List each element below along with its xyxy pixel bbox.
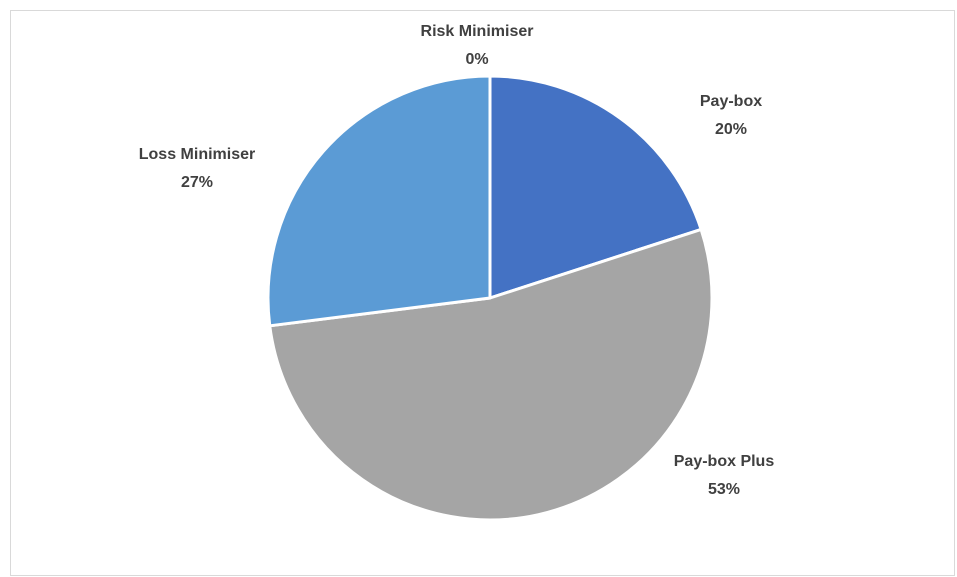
data-label-pay-box-plus-name: Pay-box Plus: [674, 453, 775, 470]
data-label-risk-minimiser-value: 0%: [465, 51, 488, 68]
data-label-pay-box-plus-value: 53%: [708, 481, 740, 498]
pie-slice-pay-box-plus: [268, 227, 714, 522]
data-label-loss-minimiser-name: Loss Minimiser: [139, 146, 255, 163]
chart-frame: Pay-box 20% Pay-box Plus 53% Loss Minimiser 2…: [10, 10, 955, 576]
clipped-header-strip: [0, 0, 957, 10]
pie-slice-loss-minimiser: [266, 74, 492, 328]
data-label-loss-minimiser-value: 27%: [181, 174, 213, 191]
pie-slice-pay-box: [488, 74, 703, 300]
pie-chart: Pay-box 20% Pay-box Plus 53% Loss Minimiser 2…: [139, 23, 775, 522]
data-label-risk-minimiser-name: Risk Minimiser: [421, 23, 534, 40]
data-label-pay-box-value: 20%: [715, 121, 747, 138]
data-label-pay-box-name: Pay-box: [700, 93, 762, 110]
